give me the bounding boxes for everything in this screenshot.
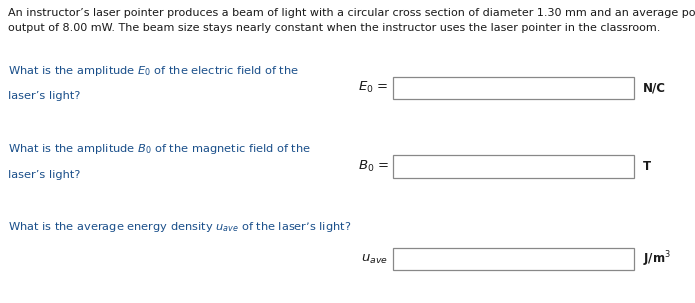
Text: What is the amplitude $E_0$ of the electric field of the: What is the amplitude $E_0$ of the elect… — [8, 64, 300, 78]
Text: T: T — [643, 160, 651, 173]
Text: laser’s light?: laser’s light? — [8, 170, 81, 180]
Text: J/m$^3$: J/m$^3$ — [643, 249, 671, 269]
Text: output of 8.00 mW. The beam size stays nearly constant when the instructor uses : output of 8.00 mW. The beam size stays n… — [8, 23, 661, 33]
Text: An instructor’s laser pointer produces a beam of light with a circular cross sec: An instructor’s laser pointer produces a… — [8, 8, 695, 18]
Text: What is the amplitude $B_0$ of the magnetic field of the: What is the amplitude $B_0$ of the magne… — [8, 142, 311, 156]
Text: $E_0$ =: $E_0$ = — [358, 80, 389, 95]
Text: What is the average energy density $u_{ave}$ of the laser’s light?: What is the average energy density $u_{a… — [8, 220, 352, 234]
FancyBboxPatch shape — [393, 248, 634, 270]
Text: $u_{ave}$: $u_{ave}$ — [361, 252, 389, 266]
FancyBboxPatch shape — [393, 155, 634, 178]
Text: $B_0$ =: $B_0$ = — [358, 159, 389, 174]
FancyBboxPatch shape — [393, 77, 634, 99]
Text: laser’s light?: laser’s light? — [8, 91, 81, 101]
Text: N/C: N/C — [643, 82, 666, 94]
